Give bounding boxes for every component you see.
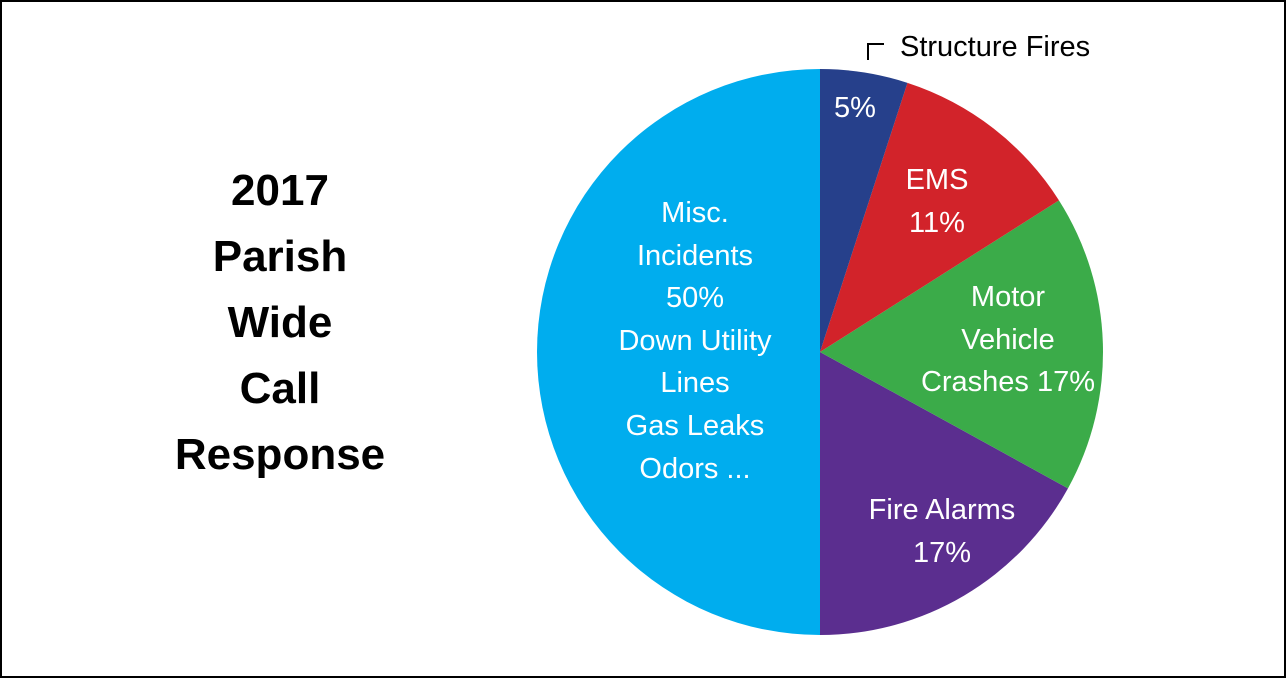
slice-label: 5% <box>834 87 876 130</box>
slice-value-label: 17% <box>1037 366 1096 399</box>
slice-value-label: 11% <box>909 206 965 239</box>
annotation: Gas Leaks <box>625 409 765 442</box>
slice-value-label: 5% <box>834 92 876 124</box>
slice-category-label: Structure Fires <box>900 31 1091 63</box>
chart-title: 2017 Parish Wide Call Response <box>174 166 386 479</box>
slice-value-label: 17% <box>912 536 972 569</box>
pie-slice <box>820 200 1104 489</box>
slice-category: Fire Alarms <box>868 494 1016 526</box>
slice-category: EMS <box>905 164 969 196</box>
slice-category: Motor Vehicle Crashes <box>920 281 1055 399</box>
pie-slice <box>537 69 820 635</box>
slice-label: Fire Alarms 17% <box>812 489 1072 574</box>
annotation: Lines <box>660 367 730 400</box>
callout-line <box>867 43 884 60</box>
slice-label: Misc. Incidents 50% Down Utility Lines Gas … <box>585 192 805 490</box>
annotation: Down Utility <box>618 324 772 357</box>
slice-label: Motor Vehicle Crashes 17% <box>908 276 1108 404</box>
slice-value-label: 50% <box>665 282 725 315</box>
annotation: Odors ... <box>639 452 751 485</box>
pie-slice <box>820 69 908 352</box>
slice-category: Misc. Incidents <box>636 197 754 272</box>
slice-label: EMS 11% <box>837 159 1037 244</box>
pie-slice <box>820 82 1059 352</box>
pie-slice <box>820 352 1068 635</box>
